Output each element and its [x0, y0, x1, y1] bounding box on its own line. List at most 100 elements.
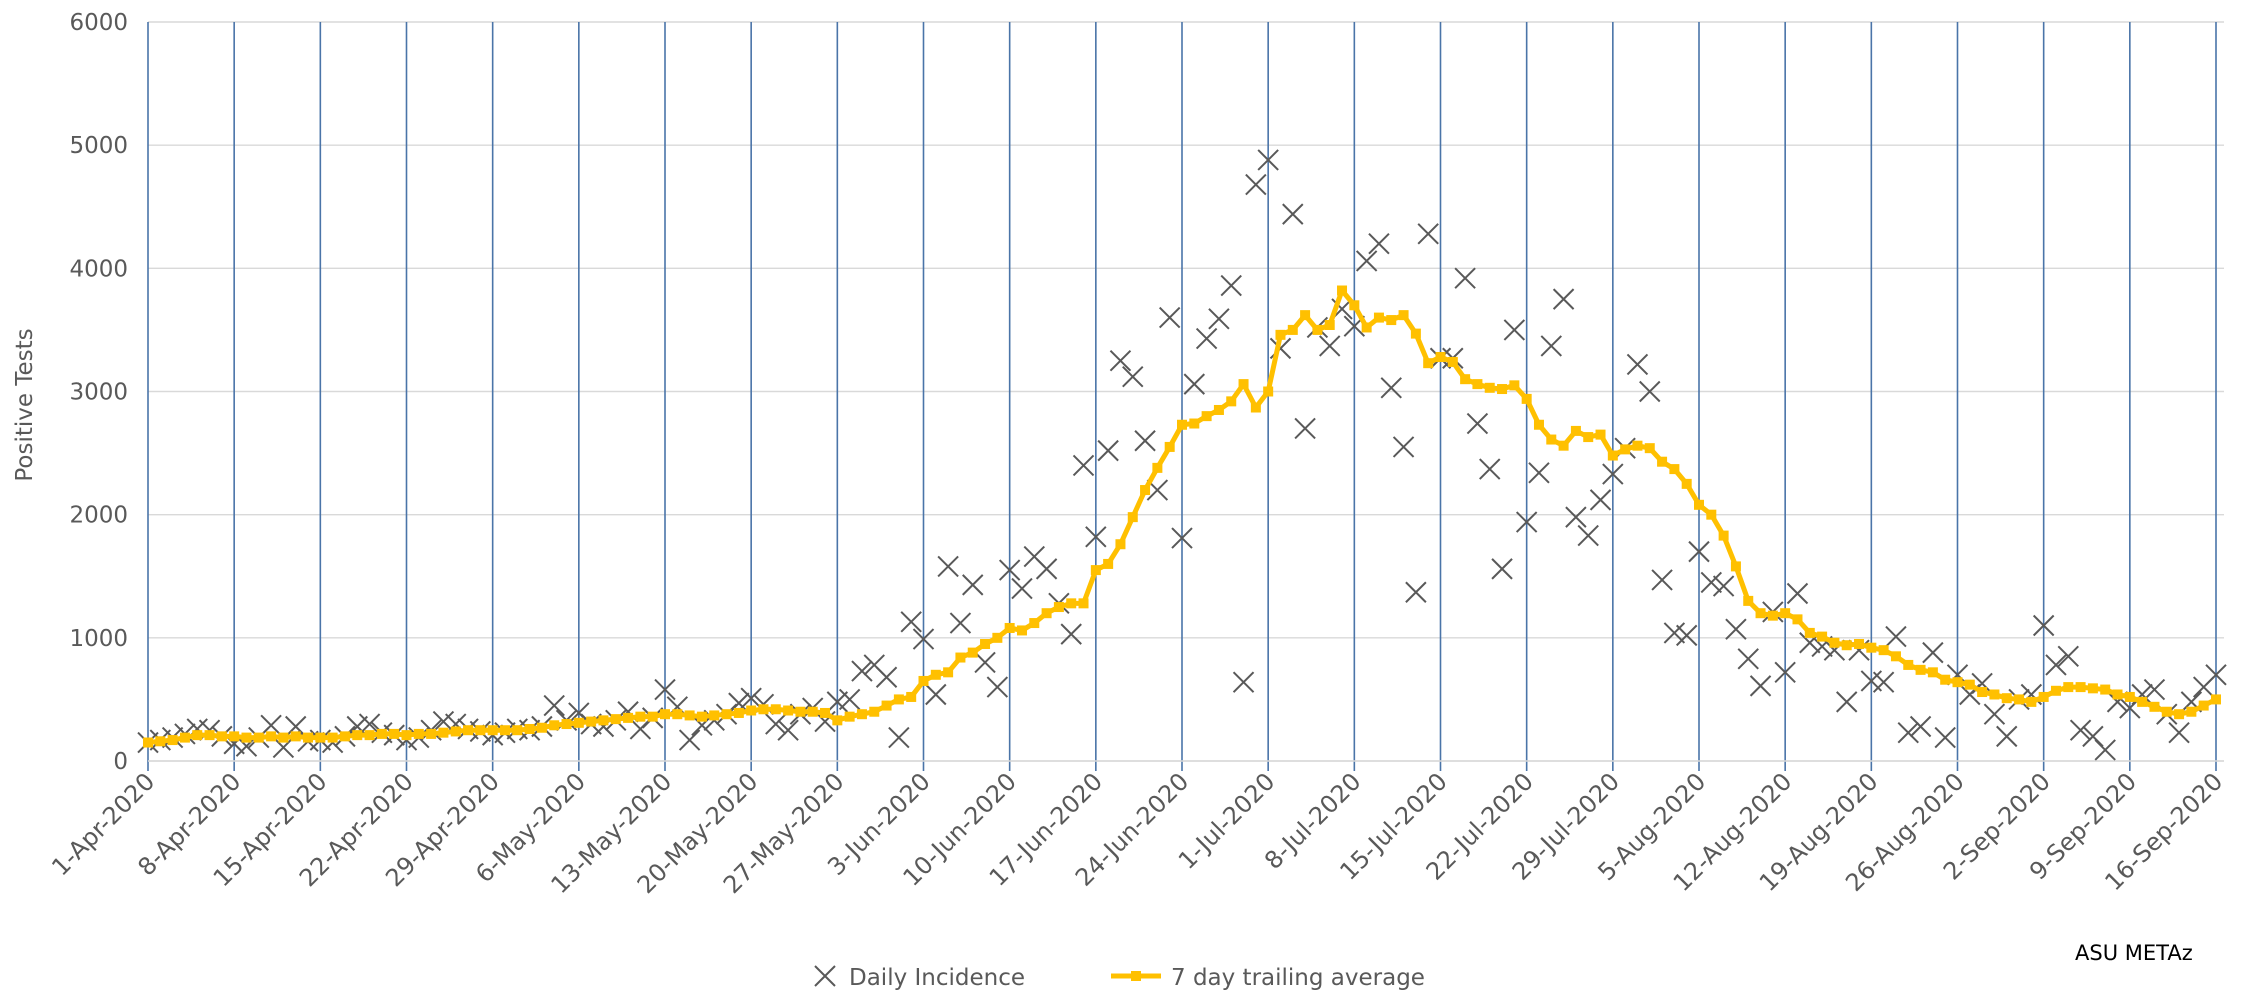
- data-point: [1238, 379, 1249, 390]
- data-point: [672, 709, 683, 720]
- data-point: [758, 704, 769, 715]
- data-point: [1903, 659, 1914, 670]
- data-point: [499, 725, 510, 736]
- data-point: [1632, 440, 1643, 451]
- data-point: [2050, 685, 2061, 696]
- data-point: [844, 711, 855, 722]
- data-point: [1552, 288, 1575, 310]
- annotation: ASU METAz: [2075, 941, 2193, 965]
- data-point: [1386, 315, 1397, 326]
- data-point: [1447, 356, 1458, 367]
- data-point: [1158, 306, 1181, 329]
- data-point: [1134, 430, 1156, 452]
- data-point: [893, 694, 904, 705]
- data-point: [955, 652, 966, 663]
- data-point: [1460, 374, 1471, 385]
- y-tick-label: 6000: [69, 10, 128, 36]
- data-point: [2014, 694, 2025, 705]
- data-point: [937, 555, 959, 578]
- data-point: [2001, 693, 2012, 704]
- data-point: [2087, 683, 2098, 694]
- data-point: [721, 709, 732, 720]
- data-point: [912, 628, 935, 650]
- data-point: [869, 706, 880, 717]
- data-point: [1607, 450, 1618, 461]
- data-point: [2112, 689, 2123, 700]
- data-point: [1177, 419, 1187, 430]
- data-point: [1171, 527, 1193, 549]
- data-point: [740, 687, 762, 709]
- data-point: [1866, 642, 1877, 653]
- data-point: [770, 704, 781, 715]
- data-point: [1595, 429, 1606, 440]
- data-point: [1774, 661, 1796, 684]
- data-point: [426, 728, 437, 739]
- data-point: [1909, 715, 1932, 738]
- legend-label: 7 day trailing average: [1171, 965, 1425, 991]
- legend-item: 7 day trailing average: [1111, 965, 1425, 991]
- data-point: [450, 726, 461, 737]
- data-point: [1466, 412, 1489, 435]
- data-point: [1085, 526, 1107, 548]
- data-point: [1398, 310, 1409, 321]
- data-point: [432, 710, 455, 733]
- data-point: [1817, 631, 1828, 642]
- data-point: [610, 714, 621, 725]
- data-point: [1324, 319, 1335, 330]
- data-point: [1140, 485, 1151, 496]
- data-point: [413, 728, 424, 739]
- data-point: [1392, 436, 1415, 458]
- data-point: [2057, 645, 2079, 668]
- data-point: [2032, 614, 2055, 637]
- data-point: [820, 707, 831, 718]
- data-point: [1694, 499, 1704, 510]
- data-point: [1940, 674, 1951, 685]
- data-point: [888, 726, 910, 749]
- data-point: [1639, 380, 1661, 403]
- data-point: [691, 714, 713, 736]
- data-point: [1651, 569, 1673, 591]
- data-point: [278, 732, 289, 743]
- data-point: [1484, 382, 1495, 393]
- data-point: [1669, 464, 1680, 475]
- data-point: [2063, 682, 2074, 693]
- data-point: [1558, 440, 1569, 451]
- data-point: [733, 707, 744, 718]
- data-point: [1890, 651, 1901, 662]
- data-point: [1841, 640, 1852, 651]
- y-tick-label: 0: [113, 749, 128, 775]
- data-point: [1380, 377, 1402, 399]
- data-point: [487, 725, 498, 736]
- data-point: [807, 706, 818, 717]
- data-point: [986, 676, 1009, 698]
- data-point: [1004, 622, 1015, 633]
- data-point: [1349, 300, 1360, 311]
- data-point: [1319, 335, 1341, 357]
- data-point: [660, 709, 670, 720]
- data-point: [1706, 509, 1717, 520]
- data-point: [1626, 353, 1649, 376]
- data-point: [290, 731, 301, 742]
- data-point: [1479, 458, 1501, 480]
- data-point: [998, 559, 1021, 581]
- data-point: [684, 710, 695, 721]
- data-point: [1589, 489, 1612, 511]
- data-point: [2045, 654, 2067, 676]
- data-point: [1189, 418, 1200, 429]
- data-point: [598, 715, 609, 726]
- data-point: [746, 705, 757, 716]
- data-point: [1681, 478, 1692, 489]
- data-point: [1977, 687, 1988, 698]
- data-point: [204, 730, 215, 741]
- data-point: [192, 730, 203, 741]
- data-point: [2038, 691, 2049, 702]
- data-point: [974, 651, 996, 674]
- data-point: [266, 731, 277, 742]
- data-point: [438, 727, 449, 738]
- data-point: [777, 719, 799, 741]
- data-point: [2174, 709, 2185, 720]
- data-point: [635, 711, 646, 722]
- data-point: [1282, 203, 1304, 225]
- y-tick-label: 3000: [69, 380, 128, 406]
- data-point: [2094, 739, 2116, 761]
